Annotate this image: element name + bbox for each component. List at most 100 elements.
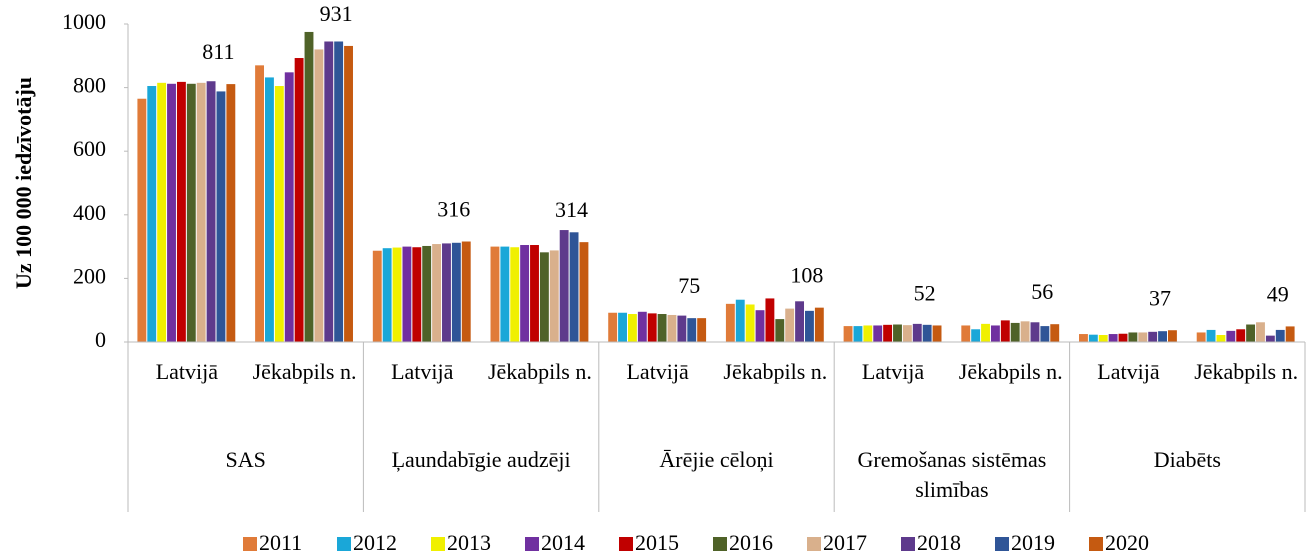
legend-swatch [713, 537, 727, 551]
y-tick-label: 800 [73, 73, 106, 98]
bar [334, 41, 344, 343]
bar [1236, 329, 1246, 342]
bar [873, 325, 883, 342]
y-tick-label: 1000 [62, 9, 106, 34]
bar [971, 329, 981, 342]
bar [392, 247, 402, 342]
bar [186, 83, 196, 342]
bar [687, 318, 697, 342]
data-label: 811 [202, 39, 234, 64]
bar [372, 250, 382, 342]
bar [442, 243, 451, 342]
bar [432, 244, 442, 342]
legend-label: 2016 [729, 530, 773, 555]
bar [883, 324, 893, 342]
bar [805, 310, 814, 342]
bar [304, 31, 314, 342]
bar [725, 303, 735, 342]
bar [490, 246, 500, 342]
bar [618, 312, 627, 342]
x-tick-label: Jēkabpils n. [487, 359, 592, 384]
bar [176, 81, 186, 342]
legend-label: 2017 [823, 530, 867, 555]
data-label: 75 [678, 273, 700, 298]
bar [1246, 324, 1256, 342]
x-tick-label: Latvijā [861, 359, 925, 384]
bar [1256, 322, 1265, 342]
legend-swatch [525, 537, 539, 551]
legend-swatch [243, 537, 257, 551]
bar [608, 312, 618, 342]
bar [902, 325, 912, 342]
bar [422, 245, 432, 342]
legend-label: 2012 [353, 530, 397, 555]
bar [559, 230, 569, 342]
bar [1000, 320, 1010, 342]
bar [1216, 335, 1226, 342]
bar [530, 245, 539, 342]
bar [167, 83, 176, 342]
data-label: 49 [1267, 281, 1289, 306]
bar [255, 65, 265, 342]
bar [1040, 326, 1050, 342]
bar [1167, 330, 1177, 342]
bar [1050, 324, 1060, 342]
bar [677, 315, 687, 342]
legend-label: 2018 [917, 530, 961, 555]
bar [196, 82, 206, 342]
y-tick-label: 400 [73, 200, 106, 225]
bar [1148, 331, 1158, 342]
data-label: 56 [1031, 279, 1053, 304]
y-axis-title: Uz 100 000 iedzīvotāju [11, 77, 36, 289]
bar [324, 41, 334, 343]
legend-swatch [1089, 537, 1103, 551]
bar [382, 248, 392, 342]
legend-swatch [431, 537, 445, 551]
bar [755, 310, 765, 342]
data-label: 37 [1149, 285, 1171, 310]
bar [1030, 322, 1040, 342]
bar [1079, 334, 1088, 342]
x-tick-label: Latvijā [391, 359, 454, 384]
data-label: 316 [437, 197, 470, 222]
x-tick-label: Latvijā [1097, 359, 1160, 384]
bar [157, 82, 167, 342]
bar [735, 299, 745, 342]
legend-swatch [901, 537, 915, 551]
bar [216, 91, 226, 342]
bar [314, 49, 324, 342]
bar [1108, 334, 1118, 342]
bar [863, 325, 873, 342]
bar [510, 247, 520, 342]
bar [147, 86, 157, 342]
legend-label: 2011 [259, 530, 302, 555]
bar [893, 324, 902, 342]
bar [912, 323, 922, 342]
bar [1020, 321, 1030, 342]
bar [981, 323, 990, 342]
bar [647, 313, 657, 342]
bar [775, 319, 785, 342]
bar [451, 242, 461, 342]
bar [539, 252, 549, 342]
bar [284, 72, 294, 342]
bar [627, 314, 637, 342]
data-label: 931 [320, 1, 353, 26]
data-label: 314 [555, 197, 588, 222]
legend-swatch [619, 537, 633, 551]
legend-label: 2019 [1011, 530, 1055, 555]
bar [1088, 334, 1098, 342]
data-label: 108 [790, 263, 823, 288]
bar [344, 45, 353, 342]
bar [1265, 335, 1275, 342]
bar [1196, 332, 1206, 342]
bar [137, 98, 147, 342]
bar [461, 241, 471, 342]
bar [226, 84, 236, 343]
group-label: SAS [225, 447, 266, 472]
bar [785, 308, 795, 342]
bar [961, 325, 971, 342]
y-tick-label: 0 [95, 327, 106, 352]
bar [265, 77, 274, 342]
